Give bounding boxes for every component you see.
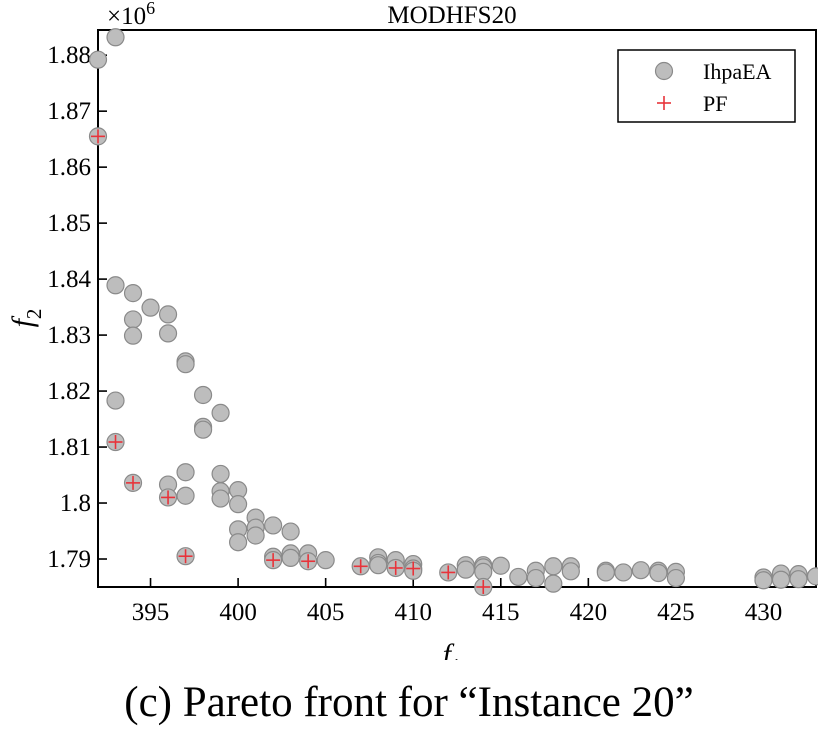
ihpaea-point	[106, 28, 125, 47]
ihpaea-point	[649, 563, 668, 583]
ihpaea-point	[526, 568, 545, 588]
y-tick-label: 1.85	[47, 210, 91, 237]
axis-multiplier-exponent: 6	[146, 0, 155, 18]
ihpaea-point	[141, 298, 160, 317]
ihpaea-point	[123, 310, 143, 329]
pf-point	[108, 435, 123, 450]
legend-marker-ihpaea	[654, 61, 674, 81]
ihpaea-point	[158, 324, 178, 343]
ihpaea-point	[88, 50, 108, 69]
ihpaea-point	[596, 563, 615, 582]
ihpaea-point	[123, 326, 143, 345]
ihpaea-point	[754, 571, 773, 590]
ihpaea-point	[123, 284, 143, 303]
ihpaea-point	[509, 567, 528, 587]
pf-point	[406, 561, 421, 576]
ihpaea-point	[474, 562, 493, 581]
ihpaea-point	[176, 355, 195, 374]
ihpaea-point	[193, 420, 213, 439]
pf-point	[476, 580, 491, 594]
chart-title: MODHFS20	[387, 2, 516, 29]
ihpaea-point	[228, 533, 248, 552]
ihpaea-point	[106, 276, 125, 295]
ihpaea-point	[369, 556, 388, 575]
ihpaea-point	[771, 570, 791, 589]
y-tick-label: 1.83	[47, 322, 91, 349]
pf-point	[266, 553, 281, 568]
pf-point	[441, 565, 456, 580]
x-tick-label: 405	[307, 599, 345, 626]
pf-point	[301, 554, 316, 569]
x-axis: 395 400 405 410 415 420 425 430	[132, 578, 782, 626]
pf-point	[161, 490, 176, 505]
ihpaea-point	[491, 556, 510, 575]
ihpaea-point	[228, 495, 248, 514]
ihpaea-point	[176, 463, 195, 482]
y-tick-label: 1.82	[47, 378, 91, 405]
x-tick-label: 395	[132, 599, 170, 626]
ihpaea-point	[544, 574, 563, 593]
svg-text:f2: f2	[6, 309, 46, 328]
ihpaea-point	[211, 464, 230, 484]
legend: IhpaEA PF	[617, 49, 796, 123]
y-tick-label: 1.81	[47, 434, 91, 461]
ihpaea-point	[316, 551, 335, 570]
x-tick-label: 410	[394, 599, 432, 626]
ihpaea-point	[106, 391, 125, 410]
pf-series	[91, 129, 491, 594]
y-axis-label: f2	[6, 309, 46, 328]
ihpaea-point	[544, 557, 563, 576]
ihpaea-point	[264, 516, 283, 535]
plot-frame	[97, 29, 817, 588]
pf-point	[178, 549, 193, 564]
ihpaea-point	[281, 522, 300, 541]
x-tick-label: 415	[482, 599, 520, 626]
ihpaea-point	[158, 305, 178, 324]
x-label-sub: 1	[451, 654, 462, 660]
x-axis-label: f1	[443, 638, 462, 660]
y-tick-label: 1.84	[47, 266, 91, 293]
pf-point	[353, 559, 368, 574]
ihpaea-point	[666, 568, 686, 588]
figure-caption: (c) Pareto front for “Instance 20”	[124, 679, 694, 726]
pf-point	[126, 475, 141, 490]
ihpaea-point	[211, 489, 230, 508]
ihpaea-point	[806, 567, 818, 586]
y-tick-label: 1.86	[47, 154, 91, 181]
y-tick-label: 1.8	[60, 490, 91, 517]
ihpaea-point	[193, 385, 213, 405]
x-tick-label: 420	[570, 599, 608, 626]
legend-label-ihpaea: IhpaEA	[703, 59, 772, 84]
y-axis: 1.79 1.8 1.81 1.82 1.83 1.84 1.85 1.86 1.87 1.88	[47, 42, 107, 573]
ihpaea-point	[246, 526, 265, 545]
ihpaea-point	[211, 403, 230, 423]
ihpaea-point	[561, 562, 580, 581]
ihpaea-point	[281, 548, 300, 567]
legend-marker-pf	[657, 96, 671, 110]
pareto-chart: MODHFS20 ×106 1.79 1.8 1.81 1.82 1.83 1.84 1.8…	[6, 0, 818, 660]
x-tick-label: 430	[745, 599, 783, 626]
y-label-sub: 2	[22, 309, 46, 320]
ihpaea-point	[614, 563, 633, 582]
legend-box	[617, 49, 796, 123]
x-tick-label: 400	[219, 599, 257, 626]
y-tick-label: 1.87	[47, 98, 91, 125]
ihpaea-point	[176, 486, 195, 505]
ihpaea-point	[789, 570, 808, 589]
x-tick-label: 425	[657, 599, 695, 626]
ihpaea-point	[456, 560, 475, 579]
axis-multiplier-base: ×10	[107, 3, 146, 30]
y-tick-label: 1.79	[47, 546, 91, 573]
y-tick-label: 1.88	[47, 42, 91, 69]
axis-multiplier: ×106	[107, 0, 155, 30]
pf-point	[91, 129, 105, 144]
pf-point	[388, 560, 403, 575]
legend-label-pf: PF	[703, 91, 727, 116]
ihpaea-point	[631, 561, 650, 580]
